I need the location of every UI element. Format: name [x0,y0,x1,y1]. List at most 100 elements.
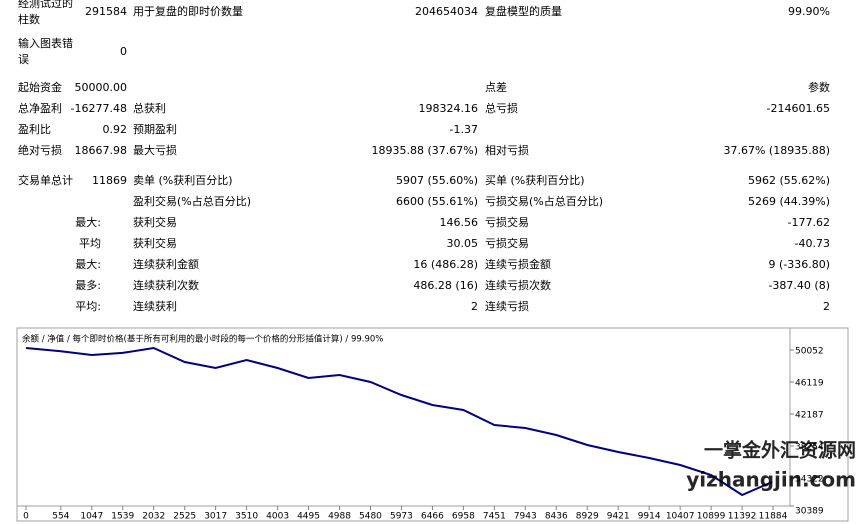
report-cell: 参数 [808,81,830,94]
x-tick-label: 2525 [173,512,196,522]
x-tick-label: 3510 [235,512,258,522]
report-cell: 连续获利金额 [133,258,199,271]
x-tick-label: 8929 [576,512,599,522]
report-cell: 16 (486.28) [413,258,478,271]
report-cell: 11869 [92,174,127,187]
x-tick-label: 7451 [483,512,506,522]
report-cell: 起始资金 [18,81,62,94]
report-cell: 亏损交易 [485,216,529,229]
report-cell: 0.92 [102,123,128,136]
report-cell: 预期盈利 [133,123,177,136]
report-cell: 0 [120,45,127,58]
x-tick-label: 1047 [80,512,103,522]
report-cell: 连续亏损 [485,300,529,313]
x-tick-label: 10407 [666,512,695,522]
report-cell: 9 (-336.80) [768,258,830,271]
report-cell: 绝对亏损 [18,144,62,157]
report-cell: 30.05 [446,237,479,250]
report-cell: 平均: [75,300,101,313]
x-tick-label: 10899 [697,512,726,522]
report-cell: 198324.16 [418,102,479,115]
x-tick-label: 7943 [514,512,537,522]
report-cell: 486.28 (16) [413,279,478,292]
y-tick-label: 42187 [795,410,824,420]
report-cell: 5269 (44.39%) [747,195,830,208]
x-tick-label: 11392 [728,512,757,522]
report-cell: 用于复盘的即时价数量 [133,5,243,18]
report-cell: 2 [823,300,830,313]
y-tick-label: 46119 [795,379,824,389]
x-tick-label: 4003 [266,512,289,522]
report-cell: 亏损交易 [485,237,529,250]
x-tick-label: 4495 [297,512,320,522]
x-tick-label: 554 [52,512,69,522]
report-cell: 连续获利次数 [133,279,199,292]
report-cell: 卖单 (%获利百分比) [133,174,233,187]
report-cell: 连续亏损次数 [485,279,551,292]
report-cell: -214601.65 [766,102,830,115]
report-cell: 点差 [485,81,507,94]
report-cell: 输入图表错误 [18,37,73,66]
report-cell: 最大: [75,258,101,271]
report-cell: 37.67% (18935.88) [723,144,830,157]
report-cell: 总净盈利 [18,102,62,115]
report-cell: 5907 (55.60%) [395,174,478,187]
x-tick-label: 9421 [607,512,630,522]
report-cell: 获利交易 [133,237,177,250]
x-tick-label: 5973 [390,512,413,522]
chart-title: 余额 / 净值 / 每个即时价格(基于所有可利用的最小时段的每一个价格的分形插值… [22,334,383,345]
report-cell: 复盘模型的质量 [485,5,562,18]
report-cell: 最大: [75,216,101,229]
report-cell: -1.37 [449,123,478,136]
report-cell: 2 [471,300,478,313]
report-cell: 买单 (%获利百分比) [485,174,585,187]
report-cell: 204654034 [415,5,478,18]
y-tick-label: 34322 [795,474,824,484]
report-cell: 最大亏损 [133,144,177,157]
x-tick-label: 1539 [111,512,134,522]
report-cell: 146.56 [439,216,479,229]
y-tick-label: 50052 [795,346,824,356]
report-cell: 291584 [85,5,127,18]
x-tick-label: 9914 [638,512,661,522]
report-cell: -40.73 [794,237,830,250]
report-cell: 99.90% [788,5,830,18]
x-tick-label: 3017 [204,512,227,522]
report-cell: -16277.48 [70,102,127,115]
x-tick-label: 0 [23,512,29,522]
report-cell: 盈利交易(%占总百分比) [133,195,252,208]
report-cell: 连续获利 [133,300,177,313]
y-tick-label: 30389 [795,507,824,517]
x-tick-label: 4988 [328,512,351,522]
report-cell: 获利交易 [133,216,177,229]
report-cell: 亏损交易(%占总百分比) [485,195,604,208]
balance-line [25,346,773,497]
report-cell: 平均 [79,237,101,250]
report-cell: 6600 (55.61%) [395,195,478,208]
chart-frame [16,327,849,522]
report-cell: -387.40 (8) [768,279,830,292]
report-cell: 连续亏损金额 [485,258,551,271]
watermark: yizhangjin.com [686,468,856,492]
x-tick-label: 11884 [759,512,788,522]
report-cell: -177.62 [787,216,830,229]
report-cell: 盈利比 [18,123,51,136]
report-cell: 总亏损 [485,102,518,115]
watermark: 一掌金外汇资源网 [704,439,856,462]
report-cell: 18667.98 [74,144,128,157]
report-cell: 总获利 [133,102,166,115]
x-tick-label: 2032 [142,512,165,522]
report-cell: 5962 (55.62%) [747,174,830,187]
x-tick-label: 6958 [452,512,475,522]
report-cell: 最多: [75,279,101,292]
report-cell: 相对亏损 [485,144,529,157]
x-tick-label: 5480 [359,512,382,522]
report-cell: 交易单总计 [18,174,73,187]
report-cell: 50000.00 [74,81,128,94]
y-tick-label: 38254 [795,443,824,453]
x-tick-label: 6466 [421,512,444,522]
report-cell: 18935.88 (37.67%) [371,144,478,157]
report-cell: 经测试过的柱数 [18,0,73,26]
